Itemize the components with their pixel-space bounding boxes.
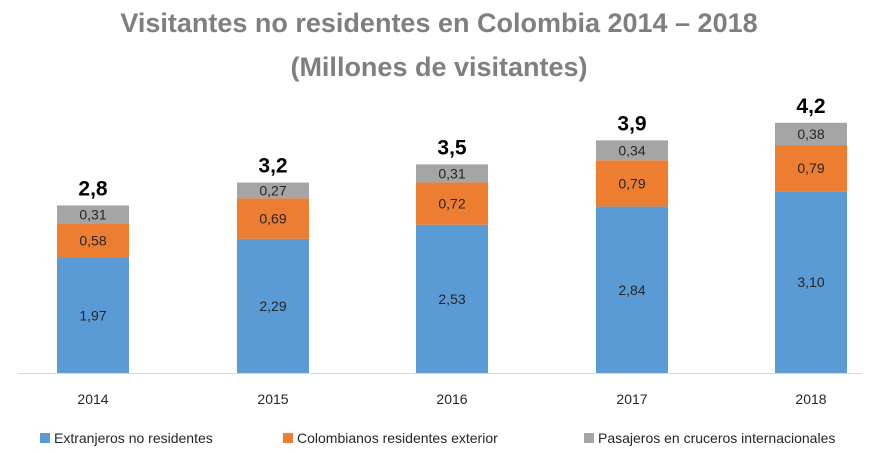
data-label: 2,84 [618, 282, 645, 298]
bar-segment [237, 182, 309, 199]
x-tick-label: 2018 [795, 391, 826, 407]
data-label: 0,79 [618, 175, 645, 191]
data-label: 0,58 [79, 233, 106, 249]
data-label: 3,10 [797, 274, 824, 290]
bar-segment [57, 223, 129, 258]
bar-segment [416, 224, 488, 373]
bar-segment [596, 140, 668, 161]
data-label: 0,34 [618, 142, 645, 158]
data-label: 0,31 [79, 206, 106, 222]
bar-segment [775, 145, 847, 192]
bar-segment [596, 160, 668, 207]
x-tick-label: 2014 [77, 391, 108, 407]
total-label: 4,2 [796, 95, 825, 118]
legend-swatch [584, 433, 594, 443]
data-label: 0,72 [438, 196, 465, 212]
data-label: 0,79 [797, 160, 824, 176]
legend-label: Colombianos residentes exterior [297, 430, 498, 446]
total-label: 3,9 [617, 112, 646, 135]
total-label: 2,8 [78, 177, 108, 200]
bar-segment [57, 205, 129, 224]
bar-segment [596, 206, 668, 373]
legend-swatch [283, 433, 293, 443]
chart-title: Visitantes no residentes en Colombia 201… [120, 8, 758, 38]
bar-segment [237, 238, 309, 373]
bar-segment [237, 198, 309, 239]
bar-segment [57, 257, 129, 373]
chart-subtitle: (Millones de visitantes) [290, 52, 588, 82]
data-label: 0,31 [438, 165, 465, 181]
bar-segment [416, 164, 488, 183]
bar-segment [775, 191, 847, 373]
x-tick-label: 2015 [257, 391, 288, 407]
bar-segment [775, 122, 847, 146]
total-label: 3,2 [258, 155, 287, 178]
data-label: 1,97 [79, 307, 106, 323]
total-label: 3,5 [437, 136, 467, 159]
data-label: 2,29 [259, 298, 286, 314]
legend-swatch [40, 433, 50, 443]
bar-segment [416, 182, 488, 225]
data-label: 2,53 [438, 291, 465, 307]
legend-label: Extranjeros no residentes [54, 430, 213, 446]
data-label: 0,38 [797, 126, 824, 142]
legend-label: Pasajeros en cruceros internacionales [598, 430, 835, 446]
data-label: 0,69 [259, 211, 286, 227]
x-tick-label: 2016 [436, 391, 467, 407]
data-label: 0,27 [259, 182, 286, 198]
x-tick-label: 2017 [616, 391, 647, 407]
